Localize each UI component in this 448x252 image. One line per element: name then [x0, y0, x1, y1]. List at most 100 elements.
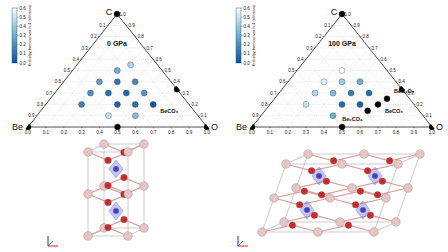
axis-triad — [238, 236, 248, 246]
atom — [282, 160, 291, 169]
points — [249, 11, 435, 130]
grid-line — [279, 93, 405, 94]
tick-label: 0.1 — [426, 113, 433, 118]
tick-label: 0.4 — [321, 130, 328, 135]
tick-label: 0.3 — [183, 91, 190, 96]
tick — [423, 115, 425, 116]
cell-edge — [104, 144, 144, 145]
data-point — [339, 79, 345, 85]
points — [25, 11, 210, 130]
grid-line — [118, 71, 163, 128]
tick — [306, 127, 307, 129]
atom — [348, 184, 357, 193]
atom — [392, 218, 401, 227]
colorbar-tick — [241, 53, 243, 54]
atom — [416, 150, 425, 159]
chart-title: 0 GPa — [107, 40, 127, 47]
colorbar-tick — [241, 8, 243, 9]
data-point — [114, 68, 120, 74]
tick-label: 0.3 — [79, 130, 86, 135]
colorbar-tick-label: 0.1 — [244, 51, 251, 56]
grid-line — [288, 37, 360, 127]
tick-label: 0.2 — [315, 34, 322, 39]
data-point — [249, 124, 255, 130]
atom — [258, 228, 267, 237]
tick — [35, 115, 37, 116]
tick-label: 0.8 — [168, 130, 175, 135]
chart-title: 100 GPa — [328, 40, 356, 47]
grid-line — [82, 48, 144, 127]
atom — [308, 168, 315, 175]
bond — [390, 154, 420, 161]
data-point — [429, 124, 435, 130]
atom — [292, 184, 301, 193]
colorbar — [236, 8, 241, 63]
tick-label: 0.9 — [129, 23, 136, 28]
tick — [287, 81, 289, 82]
grid-line — [297, 71, 342, 128]
tick — [378, 127, 379, 129]
colorbar-tick — [241, 26, 243, 27]
bond — [368, 164, 398, 171]
colorbar-tick — [17, 17, 19, 18]
tick-label: 0.4 — [174, 79, 181, 84]
tick-label: 0.3 — [82, 46, 89, 51]
colorbar-tick-label: 0.4 — [244, 24, 251, 29]
tick-label: 0.9 — [28, 113, 35, 118]
tick — [351, 25, 353, 26]
triad-axis — [238, 241, 243, 246]
grid-line — [108, 25, 126, 26]
tick — [360, 36, 362, 37]
colorbar-tick-label: 0.5 — [20, 15, 27, 20]
annotation: Be₂CO₄ — [342, 116, 363, 122]
colorbar-tick-label: 0.2 — [20, 42, 27, 47]
cell-edge — [88, 236, 128, 237]
atom — [323, 178, 330, 185]
grid-line — [189, 116, 198, 127]
bond — [340, 215, 370, 222]
tick-label: 0.1 — [43, 130, 50, 135]
tick-label: 0.7 — [270, 91, 277, 96]
bond — [318, 225, 348, 232]
tick — [296, 70, 298, 71]
tick-label: 0.8 — [138, 34, 145, 39]
data-point — [114, 79, 120, 85]
tick-label: 0.7 — [150, 130, 157, 135]
atom — [100, 140, 109, 149]
triad-axis — [238, 246, 248, 247]
tick-label: 0.7 — [46, 91, 53, 96]
tick-label: 0.2 — [90, 34, 97, 39]
atom — [386, 158, 393, 165]
tick-label: 0.8 — [261, 102, 268, 107]
colorbar-tick-label: 0.6 — [244, 6, 251, 11]
tick — [80, 59, 82, 60]
tick-label: 0.1 — [99, 23, 106, 28]
grid-line — [306, 48, 369, 127]
data-point — [204, 124, 210, 130]
tick-label: 0.4 — [73, 57, 80, 62]
atom — [318, 192, 325, 199]
colorbar-tick — [241, 63, 243, 64]
data-point — [132, 79, 138, 85]
colorbar-tick-label: 0.4 — [20, 24, 27, 29]
bond — [300, 198, 330, 205]
tick — [260, 115, 262, 116]
tick-label: 0.7 — [372, 46, 379, 51]
tick-label: 0.3 — [303, 130, 310, 135]
atom — [370, 228, 379, 237]
data-point — [174, 86, 180, 92]
atom — [113, 208, 119, 214]
grid-line — [90, 47, 144, 48]
atom — [372, 173, 378, 179]
bond — [356, 198, 386, 205]
triad-axis — [48, 246, 58, 247]
tick — [414, 127, 415, 129]
tick — [414, 104, 416, 105]
atom — [326, 194, 335, 203]
tick-label: 1.0 — [429, 130, 436, 135]
tick — [396, 127, 397, 129]
vertex-label: O — [436, 122, 443, 132]
data-point — [357, 101, 363, 107]
atom — [364, 168, 371, 175]
grid-line — [378, 93, 405, 127]
